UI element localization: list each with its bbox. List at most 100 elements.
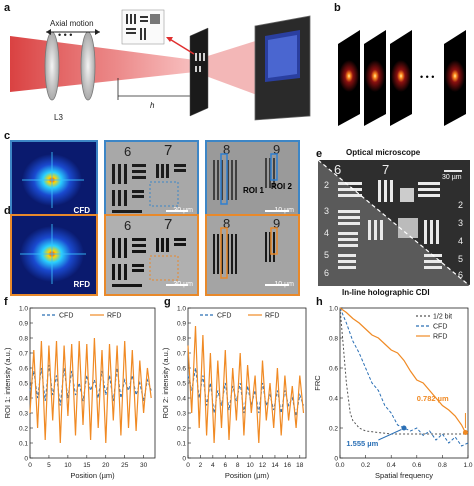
x-tick-label: 25: [121, 462, 129, 469]
legend-label: CFD: [217, 313, 231, 320]
e-group-7: 7: [382, 162, 390, 177]
y-tick-label: 0.9: [177, 321, 186, 328]
rfd-zoom: 8 9 10 µm: [205, 214, 300, 296]
annotation-cfd: 1.555 µm: [346, 439, 378, 448]
frame-3: [390, 30, 412, 126]
e-scale: 30 µm: [442, 174, 462, 181]
x-tick-label: 0.6: [412, 462, 421, 469]
rfd-reconstruction: 6 7 30 µm: [104, 214, 199, 296]
panel-label-e: e: [316, 148, 323, 160]
panel-label-h: h: [316, 296, 323, 308]
legend-label: RFD: [265, 313, 279, 320]
x-tick-label: 20: [102, 462, 110, 469]
group-6-d: 6: [124, 218, 132, 233]
y-tick-label: 0.2: [19, 426, 28, 433]
x-tick-label: 0.8: [438, 462, 447, 469]
scale2-c: 10 µm: [274, 207, 294, 214]
cdi-title: In-line holographic CDI: [342, 288, 430, 297]
e-r5: 5: [458, 254, 464, 264]
y-tick-label: 0.2: [177, 426, 186, 433]
lens-label: L3: [54, 113, 63, 122]
optical-microscope-title: Optical microscope: [346, 148, 421, 157]
y-tick-label: 0.5: [19, 381, 28, 388]
y-tick-label: 0.7: [177, 351, 186, 358]
e-group-6: 6: [334, 162, 342, 177]
y-tick-label: 0.8: [329, 336, 338, 343]
y-tick-label: 1.0: [329, 306, 338, 313]
y-tick-label: 0.6: [177, 366, 186, 373]
group-7-c: 7: [164, 142, 173, 159]
plot-h: 0 0.2 0.4 0.6 0.8 1.0 0.0 0.2 0.4 0.6 0.8 1.0 Spatia…: [313, 306, 473, 481]
panel-label-d: d: [4, 205, 11, 217]
y-tick-label: 0.3: [177, 411, 186, 418]
frame-2: [364, 30, 386, 126]
x-tick-label: 10: [246, 462, 254, 469]
diagonal-divider: [318, 160, 470, 286]
e-r2: 2: [458, 200, 464, 210]
y-tick-label: 0.6: [329, 366, 338, 373]
y-tick-label: 0.3: [19, 411, 28, 418]
roi2-label: ROI 2: [271, 182, 292, 191]
panel-label-f: f: [4, 296, 8, 308]
frames-ellipsis: • • •: [420, 72, 434, 82]
e-r4: 4: [458, 236, 464, 246]
cfd-diffraction: CFD: [10, 140, 98, 222]
annotation-rfd-point: [462, 430, 468, 435]
comparison-image: 6 7 2 3 4 5 6 2 3 4 5 6 30 µm: [318, 160, 470, 286]
e-n6: 6: [324, 268, 330, 278]
diverging-beam: [195, 38, 265, 98]
setup-illustration: • • • Axial motion L3 h: [10, 9, 311, 122]
x-axis-label: Position (µm): [70, 471, 115, 480]
y-tick-label: 0.8: [19, 336, 28, 343]
series-line-rfd: [29, 337, 152, 444]
group-9-c: 9: [273, 142, 281, 157]
x-tick-label: 16: [284, 462, 292, 469]
lens-1: [44, 31, 60, 101]
legend-label: CFD: [433, 324, 447, 331]
series-line-rfd: [187, 325, 305, 444]
cfd-label: CFD: [73, 206, 90, 215]
y-tick-label: 0.2: [329, 426, 338, 433]
y-axis-label: ROI 2: intensity (a.u.): [161, 347, 170, 418]
y-tick-label: 0.4: [329, 396, 338, 403]
group-7-d: 7: [164, 216, 173, 233]
x-tick-label: 0.4: [387, 462, 396, 469]
group-8-d: 8: [223, 216, 231, 231]
group-6-c: 6: [124, 144, 132, 159]
series-line-12bit: [339, 307, 468, 435]
scale-d: 30 µm: [173, 281, 193, 288]
cfd-reconstruction: 6 7 30 µm: [104, 140, 199, 222]
x-tick-label: 8: [236, 462, 240, 469]
e-n5: 5: [324, 250, 330, 260]
axial-motion-label: Axial motion: [50, 19, 94, 28]
cfd-zoom: 8 9 ROI 1 ROI 2 10 µm: [205, 140, 300, 222]
y-tick-label: 0.8: [177, 336, 186, 343]
y-tick-label: 0.4: [19, 396, 28, 403]
y-axis-label: FRC: [313, 375, 322, 391]
y-tick-label: 0.4: [177, 396, 186, 403]
dots: • • •: [58, 30, 72, 40]
x-tick-label: 12: [259, 462, 267, 469]
scale2-d: 10 µm: [274, 281, 294, 288]
e-r6: 6: [458, 270, 464, 280]
y-tick-label: 0: [24, 456, 28, 463]
annotation-rfd: 0.782 µm: [417, 394, 449, 403]
y-tick-label: 0.1: [177, 441, 186, 448]
x-tick-label: 2: [199, 462, 203, 469]
x-tick-label: 15: [83, 462, 91, 469]
y-tick-label: 0.5: [177, 381, 186, 388]
y-tick-label: 0.9: [19, 321, 28, 328]
e-n3: 3: [324, 206, 330, 216]
e-n4: 4: [324, 228, 330, 238]
x-tick-label: 0: [186, 462, 190, 469]
plot-g: 0 0.1 0.2 0.3 0.4 0.5 0.6 0.7 0.8 0.9 1.0 0 2 4 6 8 10 12…: [161, 306, 307, 480]
panel-label-b: b: [334, 2, 341, 14]
x-tick-label: 1.0: [463, 462, 472, 469]
annotation-cfd-point: [401, 425, 407, 431]
e-n2: 2: [324, 180, 330, 190]
rfd-label: RFD: [73, 280, 90, 289]
diffraction-stack: • • •: [338, 30, 466, 126]
y-axis-label: ROI 1: intensity (a.u.): [3, 347, 12, 418]
x-tick-label: 4: [211, 462, 215, 469]
x-tick-label: 6: [223, 462, 227, 469]
